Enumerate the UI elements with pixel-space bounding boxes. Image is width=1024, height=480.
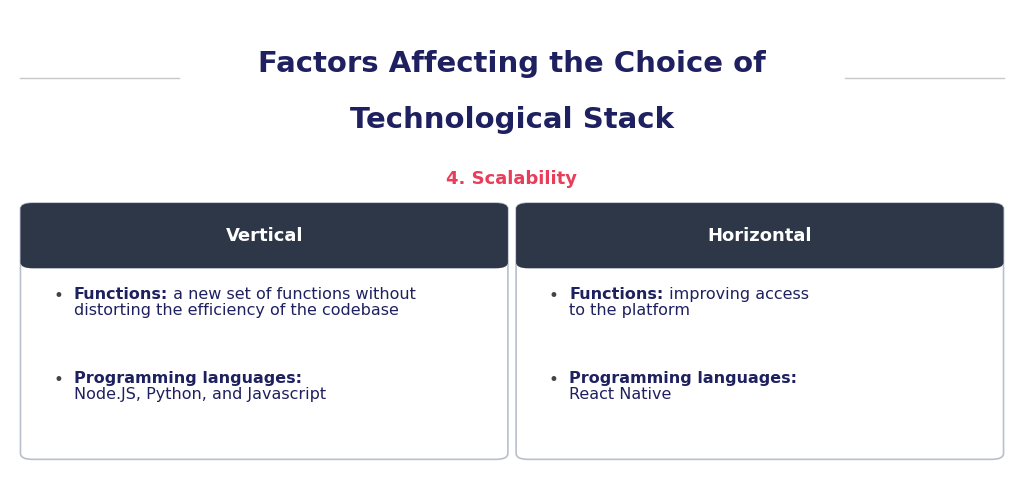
Text: a new set of functions without: a new set of functions without [168, 287, 416, 301]
Text: •: • [53, 371, 63, 389]
FancyBboxPatch shape [516, 203, 1004, 268]
Text: to the platform: to the platform [569, 303, 690, 318]
Text: Programming languages:: Programming languages: [74, 371, 302, 385]
Text: Functions:: Functions: [74, 287, 168, 301]
Text: Factors Affecting the Choice of: Factors Affecting the Choice of [258, 50, 766, 78]
Text: Horizontal: Horizontal [708, 227, 812, 245]
Text: React Native: React Native [569, 387, 672, 402]
Text: •: • [53, 287, 63, 305]
FancyBboxPatch shape [516, 203, 1004, 459]
Bar [33, 236, 496, 263]
Text: 4. Scalability: 4. Scalability [446, 170, 578, 188]
Text: Vertical: Vertical [225, 227, 303, 245]
Text: •: • [549, 371, 559, 389]
Text: Node.JS, Python, and Javascript: Node.JS, Python, and Javascript [74, 387, 326, 402]
Text: improving access: improving access [664, 287, 809, 301]
Text: •: • [549, 287, 559, 305]
Bar [528, 236, 991, 263]
Text: Functions:: Functions: [569, 287, 664, 301]
FancyBboxPatch shape [20, 203, 508, 268]
Text: distorting the efficiency of the codebase: distorting the efficiency of the codebas… [74, 303, 398, 318]
Text: Technological Stack: Technological Stack [350, 106, 674, 133]
FancyBboxPatch shape [20, 203, 508, 459]
Text: Programming languages:: Programming languages: [569, 371, 798, 385]
